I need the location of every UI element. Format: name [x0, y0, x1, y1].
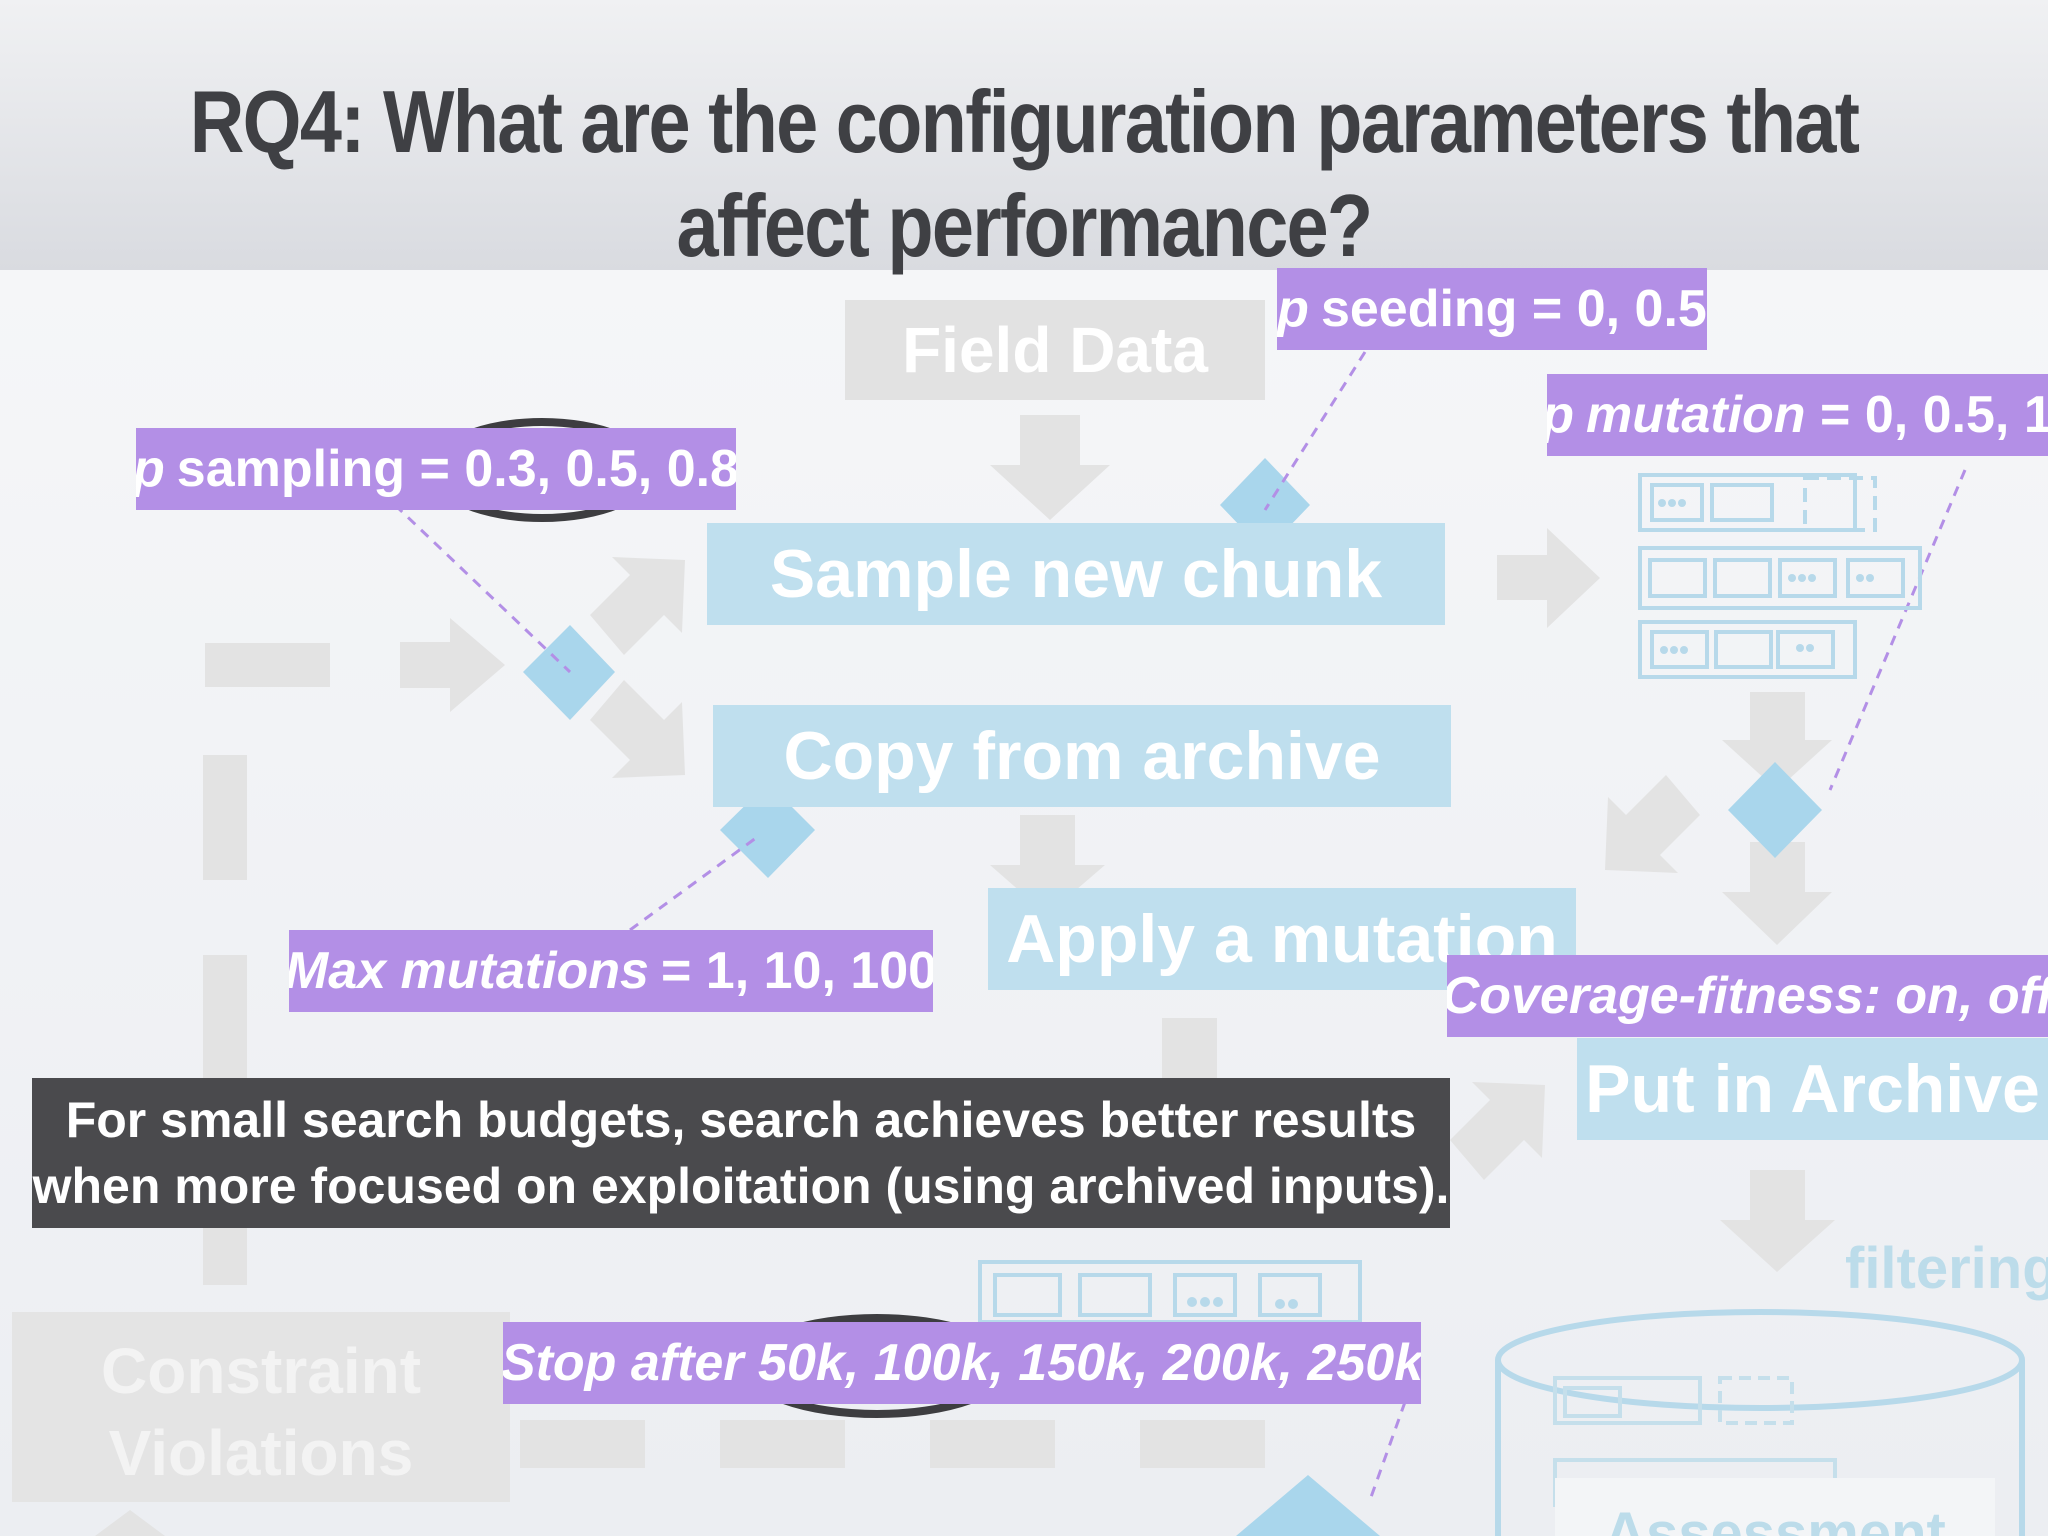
put-in-archive-box: Put in Archive	[1577, 1038, 2048, 1140]
param-sampling-values: = 0.3, 0.5, 0.8	[419, 440, 736, 498]
choice-diamond-mutation	[1728, 762, 1822, 858]
finding-callout: For small search budgets, search achieve…	[32, 1078, 1450, 1228]
arrow-sample-to-forms	[1497, 528, 1600, 628]
sample-new-chunk-box: Sample new chunk	[707, 523, 1445, 625]
loop-dash	[205, 643, 330, 687]
param-mutation-values: = 0, 0.5, 1	[1820, 386, 2048, 444]
param-max-mutations-name: Max mutations	[289, 942, 649, 1000]
forms-icon-top	[1638, 473, 1922, 679]
param-stop-after-prefix: Stop after	[503, 1334, 744, 1392]
header-band	[0, 0, 2048, 270]
connector-maxmut	[629, 833, 761, 932]
param-seeding-label: p seeding = 0, 0.5	[1277, 268, 1707, 350]
bottom-dash	[720, 1420, 845, 1468]
loop-dash	[203, 955, 247, 1080]
connector-sampling	[393, 503, 572, 674]
callout-line-1: For small search budgets, search achieve…	[65, 1092, 1417, 1148]
param-stop-after-values: 50k, 100k, 150k, 200k, 250k	[758, 1334, 1421, 1392]
arrow-choice-to-archive	[1722, 842, 1832, 945]
connector-seeding	[1263, 351, 1367, 511]
arrow-forms-down	[1722, 692, 1832, 790]
bottom-dash	[520, 1420, 645, 1468]
connector-stop	[1368, 1401, 1407, 1501]
callout-line-2: when more focused on exploitation (using…	[32, 1158, 1450, 1214]
archive-cylinder-icon	[1495, 1309, 2025, 1536]
assessment-box: Assessment	[1555, 1478, 1995, 1536]
choice-diamond-stop	[1236, 1475, 1380, 1536]
constraint-violations-label: Constraint Violations	[12, 1330, 510, 1494]
param-stop-after-label: Stop after 50k, 100k, 150k, 200k, 250k	[503, 1322, 1421, 1404]
param-max-mutations-label: Max mutations = 1, 10, 100	[289, 930, 933, 1012]
constraint-line-2: Violations	[108, 1417, 414, 1489]
param-seeding-name: seeding	[1320, 280, 1518, 338]
param-mutation-var: p	[1547, 385, 1574, 445]
connector-mutation	[1828, 469, 1967, 791]
copy-from-archive-box: Copy from archive	[713, 705, 1451, 807]
forms-icon-bottom	[978, 1260, 1362, 1324]
param-mutation-label: p mutation = 0, 0.5, 1	[1547, 374, 2048, 456]
title-line-1: RQ4: What are the configuration paramete…	[189, 72, 1860, 171]
param-sampling-var: p	[136, 440, 165, 498]
param-max-mutations-values: = 1, 10, 100	[660, 942, 933, 1000]
bottom-dash	[930, 1420, 1055, 1468]
bottom-dash	[1140, 1420, 1265, 1468]
apply-mutation-box: Apply a mutation	[988, 888, 1576, 990]
arrow-down-to-copy	[590, 680, 685, 778]
constraint-violations-box	[12, 1312, 510, 1502]
param-sampling-label: p sampling = 0.3, 0.5, 0.8	[136, 428, 736, 510]
arrow-up-to-sample	[590, 557, 685, 655]
title-line-2: affect performance?	[676, 176, 1374, 275]
arrow-archive-to-filter	[1720, 1170, 1835, 1272]
arrow-mutation-down	[1162, 1018, 1217, 1078]
slide-title: RQ4: What are the configuration paramete…	[143, 70, 1904, 278]
param-sampling-name: sampling	[176, 440, 406, 498]
filtering-label: filtering	[1845, 1236, 2048, 1301]
arrow-up-hint	[95, 1510, 165, 1536]
arrow-into-archive	[1450, 1082, 1545, 1180]
param-coverage-fitness-text: Coverage-fitness: on, off	[1447, 967, 2048, 1025]
param-seeding-var: p	[1277, 280, 1309, 338]
loop-dash	[203, 755, 247, 880]
arrow-into-choice	[400, 618, 505, 712]
field-data-box: Field Data	[845, 300, 1265, 400]
arrow-back-to-copy	[1605, 775, 1700, 873]
param-mutation-name: mutation	[1586, 386, 1806, 444]
constraint-line-1: Constraint	[101, 1335, 421, 1407]
arrow-field-to-sample	[990, 415, 1110, 520]
param-seeding-values: = 0, 0.5	[1531, 280, 1707, 338]
param-coverage-fitness-label: Coverage-fitness: on, off	[1447, 955, 2048, 1037]
